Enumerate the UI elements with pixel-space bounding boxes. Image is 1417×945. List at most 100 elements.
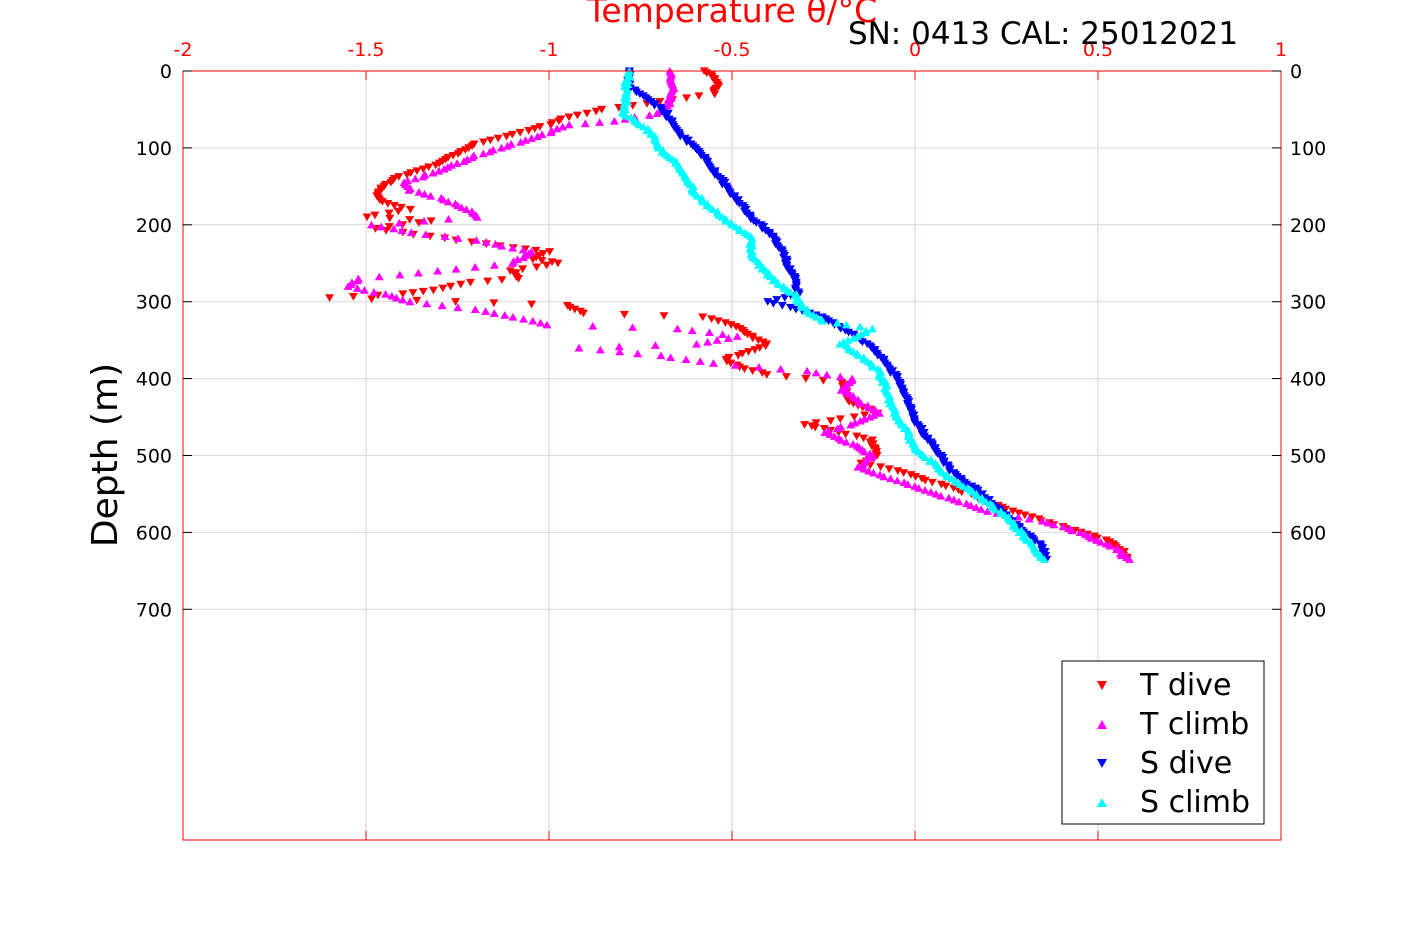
data-point-t-climb xyxy=(437,301,447,310)
y-tick-label-right: 700 xyxy=(1290,599,1326,621)
data-point-t-climb xyxy=(971,503,981,512)
data-point-t-climb xyxy=(708,359,718,367)
data-point-s-climb xyxy=(839,338,849,346)
data-point-t-climb xyxy=(754,363,764,371)
data-point-t-climb xyxy=(489,309,499,317)
data-point-t-dive xyxy=(899,469,909,477)
data-point-s-climb xyxy=(802,305,812,313)
data-point-t-climb xyxy=(433,266,443,275)
data-point-t-climb xyxy=(687,326,697,335)
series-t-dive xyxy=(325,67,1132,564)
data-point-t-dive xyxy=(418,287,428,296)
data-point-s-climb xyxy=(712,207,722,215)
data-point-t-climb xyxy=(666,353,676,362)
data-point-s-climb xyxy=(758,263,768,271)
data-point-s-climb xyxy=(908,437,918,446)
data-point-t-climb xyxy=(954,497,964,506)
data-point-s-dive xyxy=(717,180,727,189)
data-point-t-dive xyxy=(564,113,574,122)
data-point-t-climb xyxy=(444,214,454,223)
data-point-t-climb xyxy=(825,430,835,438)
data-point-t-climb xyxy=(471,236,481,244)
data-point-t-climb xyxy=(366,220,376,229)
data-point-s-climb xyxy=(797,299,807,308)
data-point-t-climb xyxy=(869,411,879,419)
data-point-t-climb xyxy=(508,313,518,321)
data-point-t-dive xyxy=(405,205,415,214)
data-point-t-climb xyxy=(966,501,976,510)
data-point-t-climb xyxy=(478,149,488,158)
data-point-t-dive xyxy=(1008,507,1018,516)
chart-title: SN: 0413 CAL: 25012021 xyxy=(848,16,1238,52)
x-tick-label: -2 xyxy=(174,39,193,61)
x-axis-label: Temperature θ/°C xyxy=(586,0,877,30)
data-point-t-dive xyxy=(757,369,767,377)
data-point-t-dive xyxy=(542,261,552,270)
data-point-t-climb xyxy=(467,207,477,215)
legend-marker-t-dive xyxy=(1097,681,1107,690)
data-point-t-dive xyxy=(377,198,387,206)
data-point-s-dive xyxy=(945,467,955,475)
series-s-dive xyxy=(623,67,1052,564)
data-point-t-dive xyxy=(591,107,601,116)
data-point-t-climb xyxy=(410,174,420,183)
data-point-t-climb xyxy=(879,472,889,481)
data-point-t-climb xyxy=(820,428,830,437)
data-point-t-dive xyxy=(489,299,499,308)
data-point-s-dive xyxy=(824,317,834,325)
data-point-t-dive xyxy=(451,298,461,306)
data-point-t-dive xyxy=(911,473,921,481)
data-point-t-climb xyxy=(836,422,846,431)
data-point-s-climb xyxy=(646,128,656,137)
y-axis-label: Depth (m) xyxy=(85,363,126,547)
data-point-t-dive xyxy=(402,171,412,179)
data-point-t-dive xyxy=(713,317,723,325)
data-point-t-dive xyxy=(535,123,545,131)
data-point-t-dive xyxy=(370,211,380,220)
data-point-t-climb xyxy=(526,134,536,142)
data-point-s-climb xyxy=(735,224,745,233)
data-point-t-climb xyxy=(903,480,913,488)
data-point-t-dive xyxy=(524,126,534,135)
data-point-s-climb xyxy=(1020,530,1030,538)
y-tick-label-left: 0 xyxy=(160,61,172,83)
data-point-s-dive xyxy=(631,88,641,97)
data-point-t-dive xyxy=(753,336,763,345)
data-point-t-climb xyxy=(414,188,424,196)
data-point-t-climb xyxy=(633,349,643,358)
data-point-t-climb xyxy=(470,263,480,271)
data-point-s-climb xyxy=(761,266,771,275)
data-point-s-climb xyxy=(950,476,960,485)
data-point-t-climb xyxy=(865,449,875,458)
data-point-t-climb xyxy=(718,330,728,338)
data-point-t-dive xyxy=(426,217,436,226)
data-point-s-climb xyxy=(903,426,913,435)
data-point-s-dive xyxy=(932,449,942,458)
data-point-s-climb xyxy=(779,282,789,290)
data-point-t-dive xyxy=(726,359,736,368)
data-point-t-climb xyxy=(497,241,507,250)
data-point-t-climb xyxy=(663,95,673,104)
series-t-climb xyxy=(343,66,1134,563)
data-point-t-dive xyxy=(446,282,456,291)
gridlines xyxy=(183,71,1281,840)
data-point-s-dive xyxy=(768,300,778,308)
data-point-t-dive xyxy=(893,467,903,475)
data-point-t-climb xyxy=(692,339,702,348)
y-tick-label-left: 400 xyxy=(136,369,172,391)
data-point-t-climb xyxy=(489,261,499,269)
data-point-s-dive xyxy=(650,102,660,110)
data-point-s-climb xyxy=(985,499,995,508)
data-point-t-dive xyxy=(811,419,821,427)
data-point-s-dive xyxy=(916,426,926,435)
data-point-t-climb xyxy=(439,164,449,173)
data-point-t-dive xyxy=(722,357,732,366)
data-point-t-climb xyxy=(519,314,529,323)
data-point-s-dive xyxy=(742,209,752,218)
data-point-s-dive xyxy=(729,194,739,202)
data-point-t-climb xyxy=(864,466,874,475)
data-point-t-dive xyxy=(801,375,811,383)
data-point-t-dive xyxy=(694,92,704,101)
data-point-t-climb xyxy=(1049,520,1059,529)
data-point-t-dive xyxy=(761,342,771,350)
